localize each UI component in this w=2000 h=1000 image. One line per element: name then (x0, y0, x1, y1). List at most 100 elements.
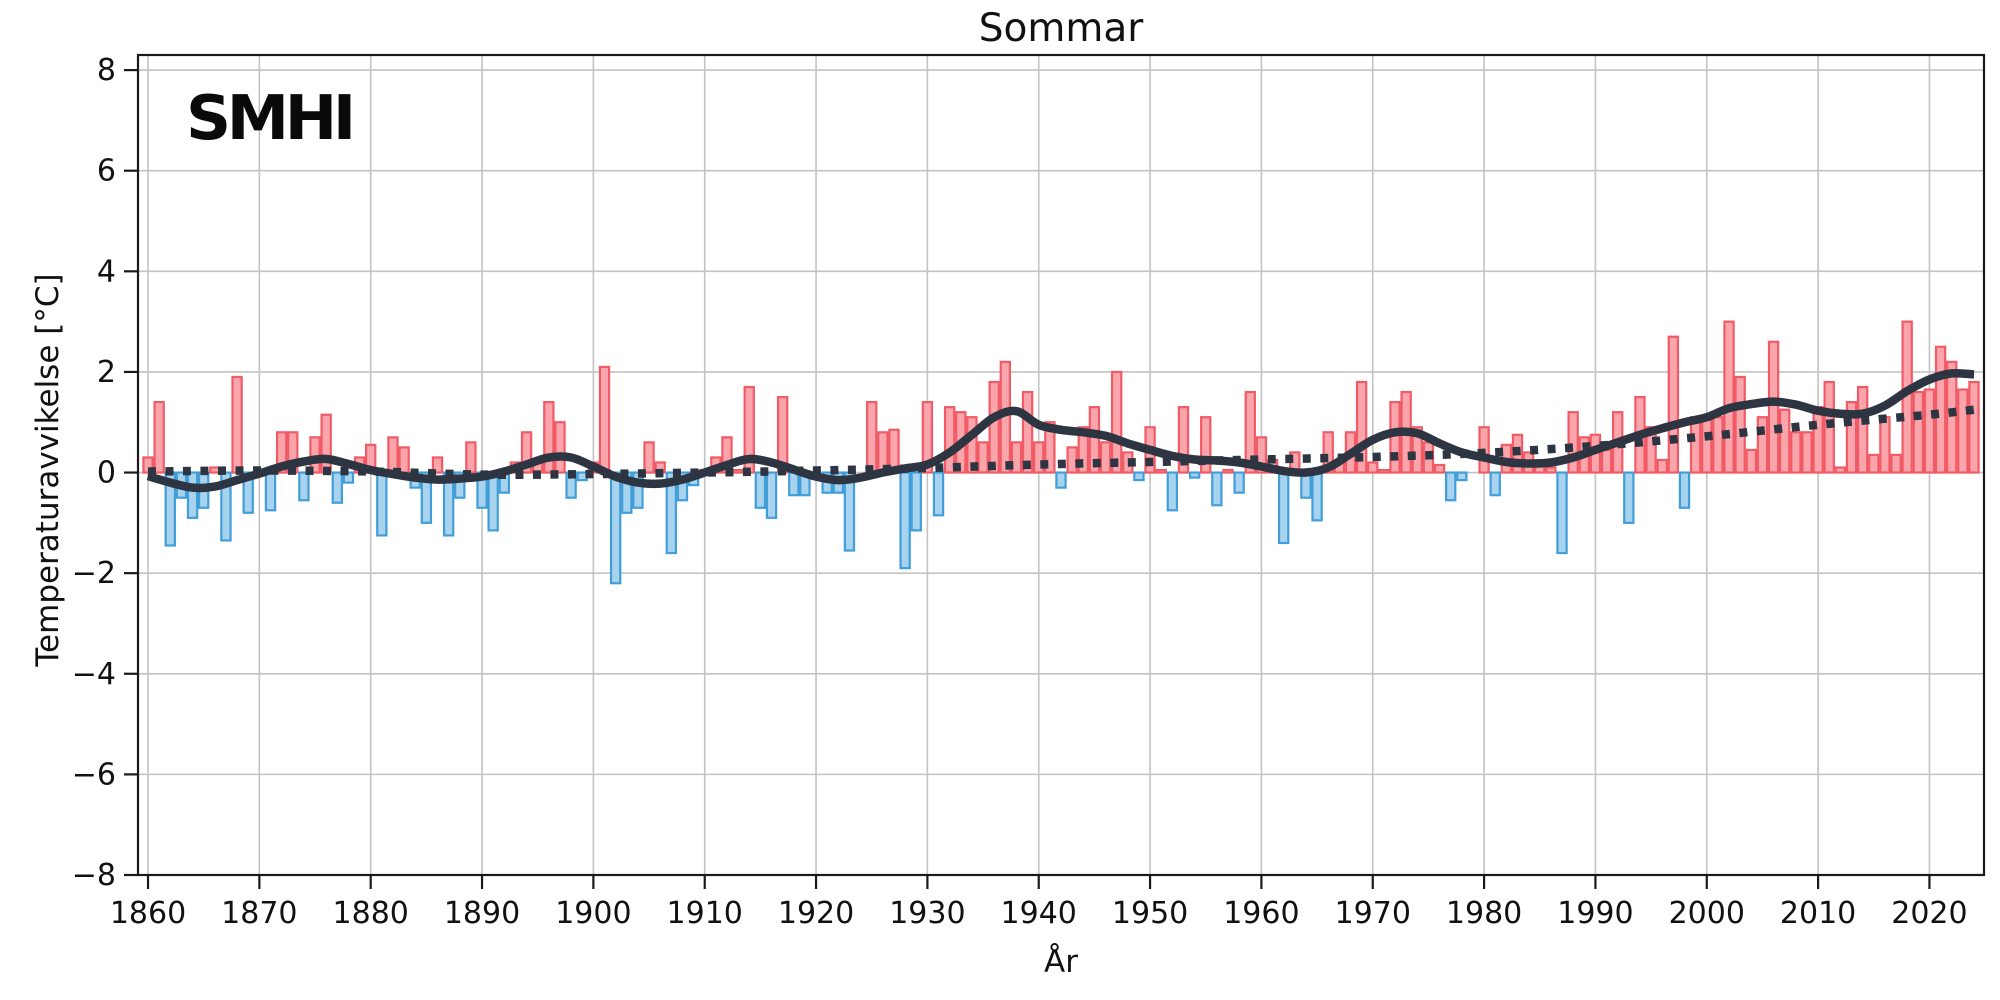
x-tick-label: 1950 (1112, 896, 1188, 931)
x-axis-label: År (1044, 944, 1078, 980)
temperature-bar-2022 (1946, 360, 1958, 474)
temperature-bar-1939 (1021, 390, 1034, 474)
x-tick-label: 1930 (889, 896, 965, 931)
temperature-bar-1991 (1600, 448, 1613, 474)
temperature-bar-2017 (1890, 453, 1902, 474)
temperature-bar-1998 (1678, 471, 1691, 509)
temperature-bar-1915 (754, 471, 767, 509)
temperature-bar-1897 (554, 421, 566, 474)
plot-border (136, 53, 1986, 877)
temperature-bar-1896 (543, 401, 555, 474)
temperature-bar-1946 (1099, 441, 1112, 474)
temperature-bar-1902 (609, 471, 622, 585)
temperature-bar-1970 (1367, 461, 1379, 474)
temperature-bar-2000 (1701, 418, 1713, 474)
temperature-bar-1874 (298, 471, 310, 502)
y-tick-label: −4 (72, 657, 116, 692)
temperature-bar-2007 (1779, 408, 1791, 474)
temperature-bar-1974 (1411, 426, 1423, 474)
x-tick-label: 1890 (444, 896, 520, 931)
x-tick-label: 1960 (1223, 896, 1299, 931)
temperature-bar-1966 (1322, 431, 1334, 474)
temperature-bar-1962 (1277, 471, 1290, 545)
x-tick-label: 2000 (1669, 896, 1745, 931)
temperature-bar-2010 (1812, 406, 1824, 474)
temperature-bar-1882 (387, 436, 399, 474)
temperature-bar-1945 (1088, 406, 1101, 474)
temperature-bar-1981 (1489, 471, 1501, 497)
temperature-bar-2023 (1957, 388, 1969, 474)
temperature-bar-1864 (186, 471, 199, 519)
temperature-bar-1971 (1378, 468, 1390, 474)
temperature-bar-1969 (1355, 380, 1368, 474)
temperature-bar-1918 (788, 471, 800, 497)
temperature-bar-1972 (1389, 401, 1401, 474)
temperature-bar-1930 (921, 401, 934, 474)
temperature-bar-1861 (153, 401, 165, 474)
temperature-bar-1976 (1433, 463, 1446, 474)
temperature-bar-1938 (1010, 441, 1023, 474)
temperature-bar-1876 (320, 413, 332, 474)
temperature-bar-2016 (1879, 416, 1891, 474)
x-tick-label: 1870 (221, 896, 297, 931)
temperature-bar-1999 (1689, 416, 1702, 474)
temperature-bar-1942 (1055, 471, 1067, 489)
temperature-bar-1949 (1133, 471, 1145, 482)
x-tick-label: 1910 (667, 896, 743, 931)
x-tick-label: 2020 (1891, 896, 1967, 931)
temperature-bar-1916 (765, 471, 778, 519)
temperature-bar-2008 (1790, 431, 1802, 474)
y-tick-label: −8 (72, 858, 116, 893)
temperature-bar-2002 (1723, 320, 1735, 474)
temperature-bar-1988 (1567, 411, 1579, 474)
temperature-bar-1885 (420, 471, 433, 524)
temperature-bar-1907 (665, 471, 678, 555)
temperature-bar-1928 (899, 471, 911, 570)
temperature-bar-2004 (1745, 448, 1758, 474)
chart-title: Sommar (978, 6, 1144, 51)
x-tick-label: 1940 (1001, 896, 1077, 931)
x-tick-label: 2010 (1780, 896, 1856, 931)
temperature-bar-1872 (275, 431, 288, 474)
y-tick-label: 4 (97, 254, 116, 289)
temperature-bar-1947 (1110, 370, 1123, 474)
x-tick-label: 1970 (1335, 896, 1411, 931)
temperature-bar-2021 (1934, 345, 1947, 474)
x-tick-label: 1900 (555, 896, 631, 931)
temperature-bar-2019 (1912, 390, 1925, 474)
x-tick-label: 1990 (1557, 896, 1633, 931)
temperature-bar-2024 (1968, 380, 1980, 474)
temperature-bar-2009 (1801, 431, 1813, 474)
temperature-bar-1987 (1556, 471, 1568, 555)
temperature-bar-2014 (1856, 385, 1869, 474)
temperature-bar-2013 (1845, 401, 1858, 474)
temperature-bar-2001 (1712, 416, 1724, 474)
temperature-bar-1957 (1222, 468, 1234, 474)
temperature-bar-1931 (932, 471, 945, 517)
temperature-bar-1952 (1166, 471, 1179, 512)
x-tick-label: 1880 (333, 896, 409, 931)
temperature-bar-2005 (1756, 416, 1769, 474)
temperature-bar-1886 (431, 456, 444, 474)
y-tick-label: 6 (97, 154, 116, 189)
y-tick-label: −6 (72, 757, 116, 792)
temperature-bar-1986 (1545, 466, 1557, 474)
temperature-bar-1923 (843, 471, 856, 552)
temperature-bar-1894 (520, 431, 533, 474)
temperature-bar-2015 (1868, 453, 1880, 474)
temperature-bar-1913 (732, 468, 744, 474)
temperature-bar-2006 (1767, 340, 1780, 474)
temperature-bar-1953 (1177, 406, 1190, 474)
temperature-bar-1960 (1255, 436, 1268, 474)
y-tick-label: 8 (97, 53, 116, 88)
temperature-bar-1965 (1311, 471, 1323, 522)
temperature-bar-1977 (1444, 471, 1457, 502)
x-tick-label: 1980 (1446, 896, 1522, 931)
smoothed-line (146, 368, 1975, 493)
temperature-bar-1996 (1656, 458, 1668, 474)
temperature-bar-1901 (598, 365, 611, 474)
temperature-bar-1908 (676, 471, 689, 502)
temperature-bar-1888 (454, 471, 466, 499)
y-tick-label: 2 (97, 355, 116, 390)
